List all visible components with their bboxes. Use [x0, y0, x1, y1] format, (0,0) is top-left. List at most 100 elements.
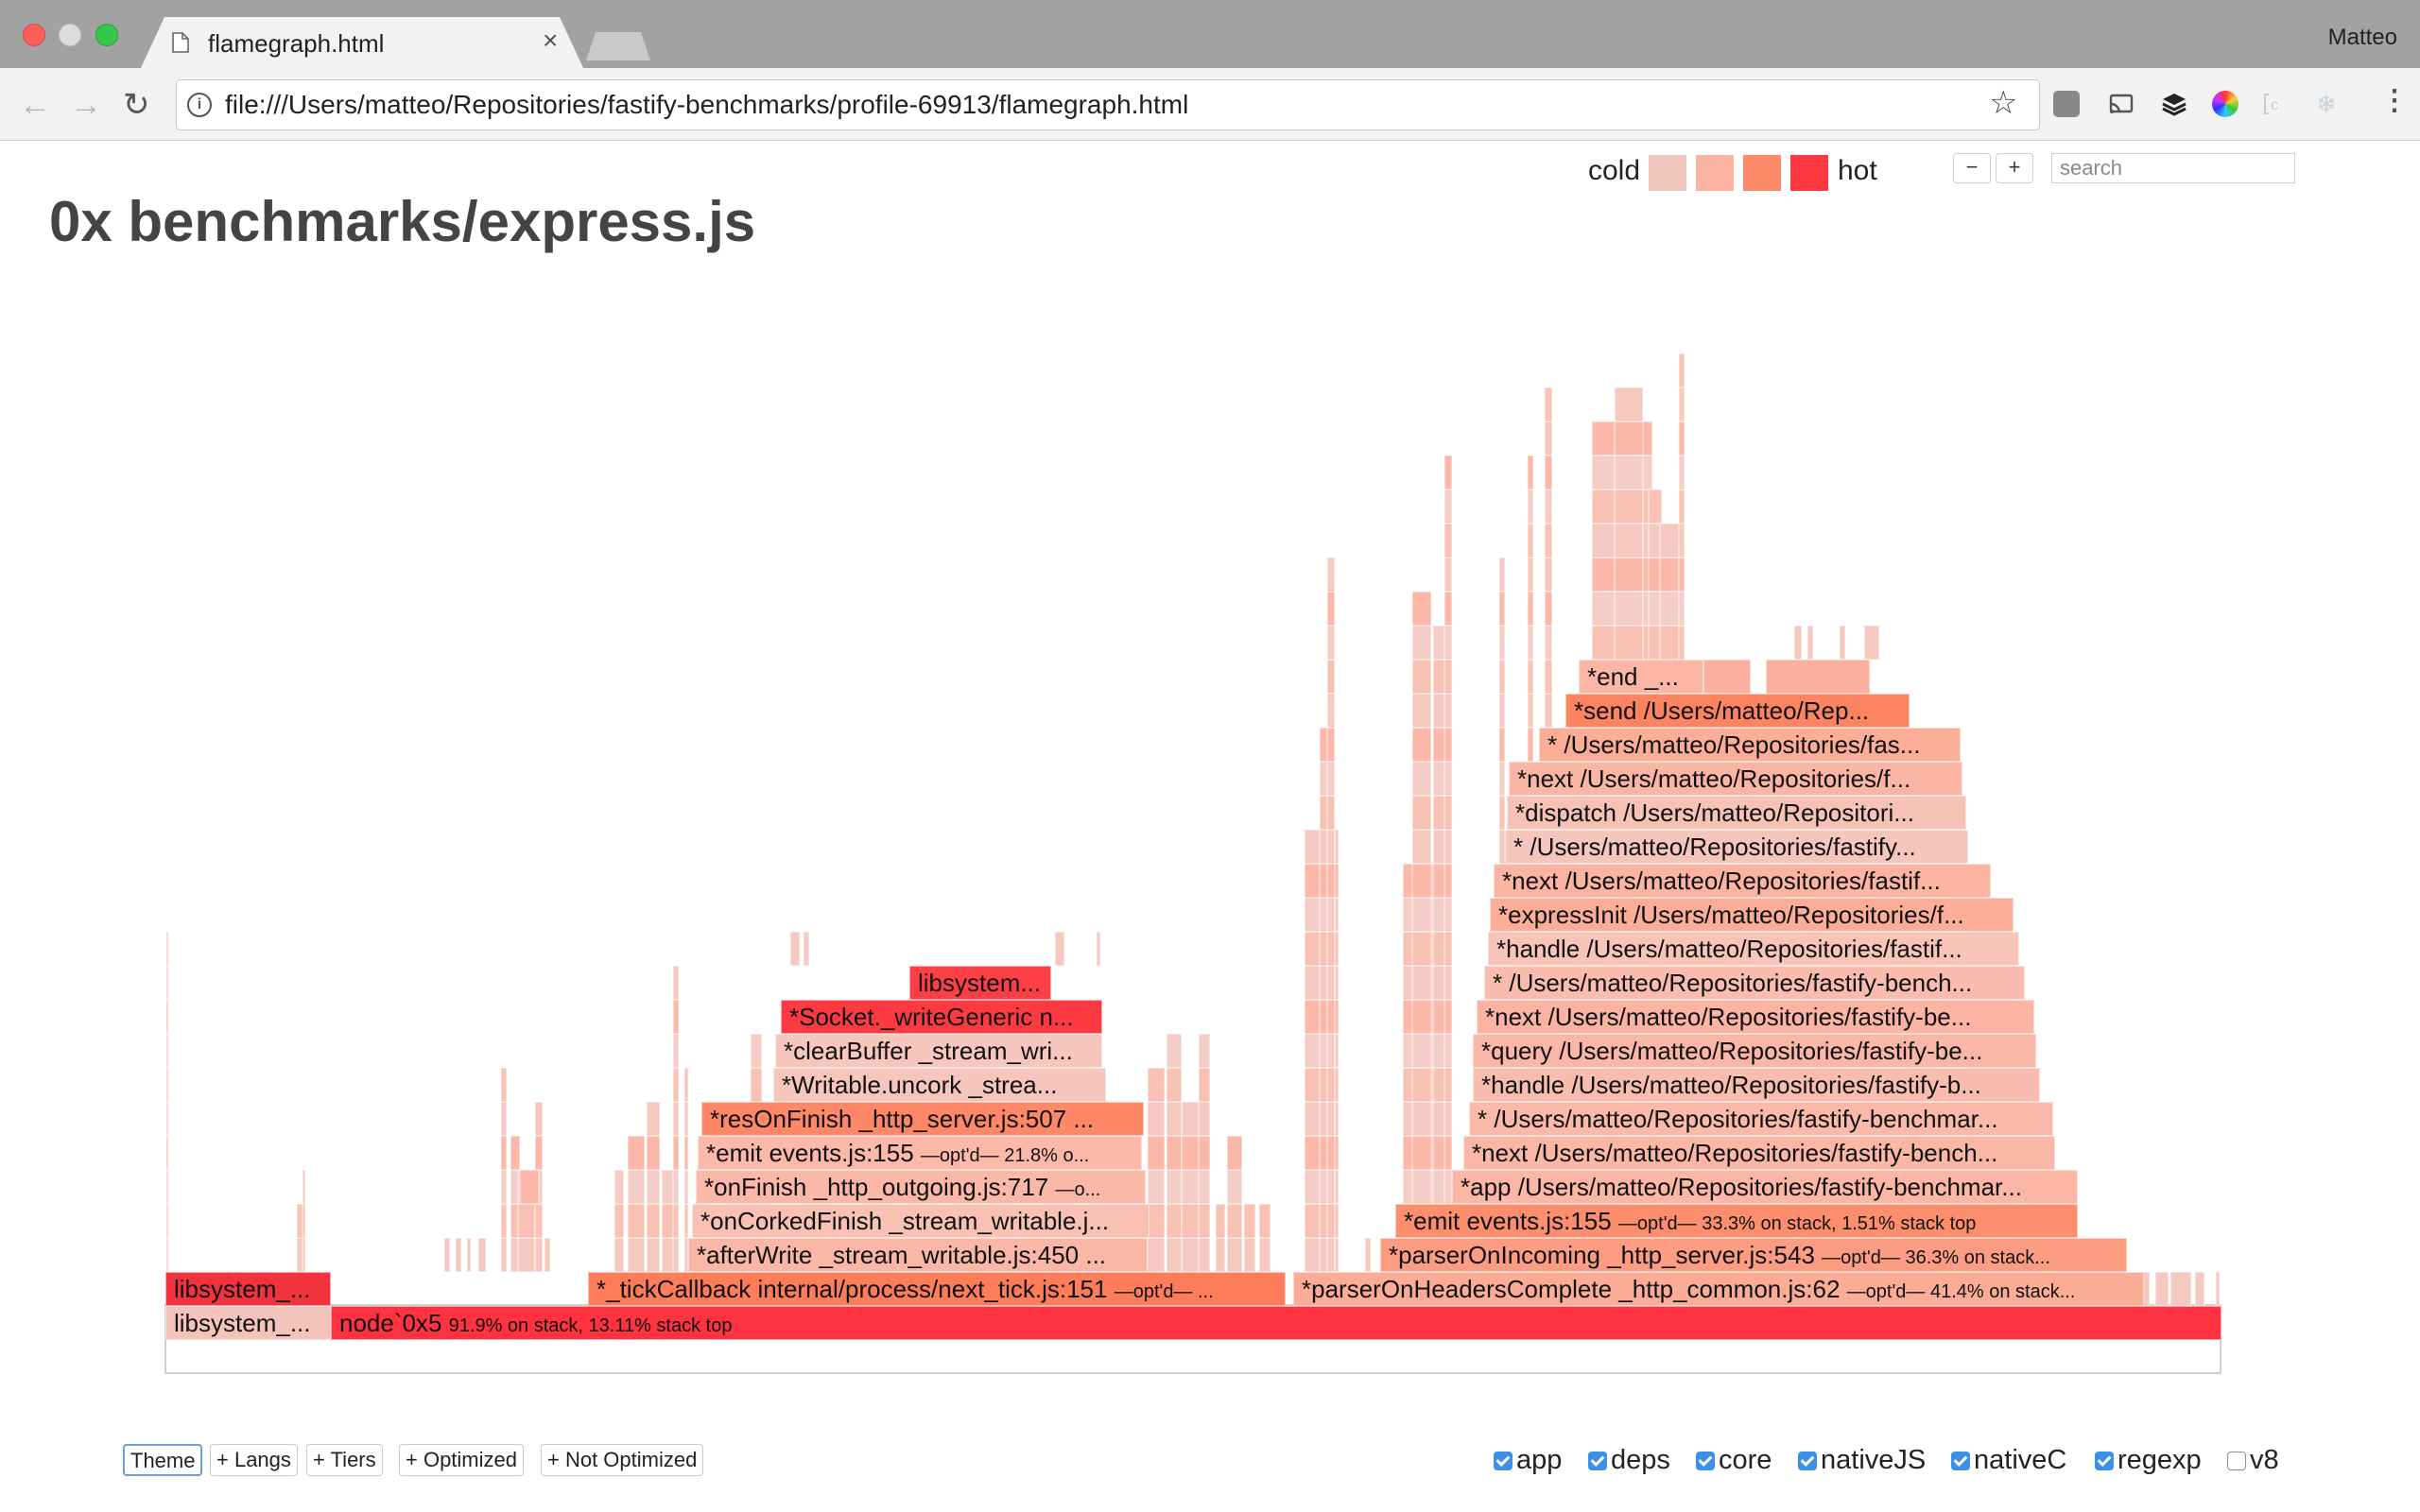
flame-frame[interactable] — [1411, 897, 1432, 933]
forward-icon[interactable]: → — [70, 87, 102, 123]
flame-frame[interactable] — [1304, 829, 1340, 865]
frame-oncorkedfinish[interactable]: *onCorkedFinish _stream_writable.j... — [692, 1204, 1150, 1238]
flame-frame[interactable] — [1326, 1101, 1336, 1137]
flame-frame[interactable] — [1443, 1067, 1453, 1103]
flame-frame[interactable] — [1304, 1237, 1340, 1273]
flame-frame[interactable] — [534, 1101, 544, 1137]
frame-app[interactable]: *app /Users/matteo/Repositories/fastify-… — [1452, 1170, 2078, 1204]
flame-frame[interactable] — [1226, 1135, 1243, 1171]
flame-frame[interactable] — [1443, 489, 1453, 524]
checkbox-checked-icon[interactable] — [2095, 1452, 2114, 1470]
frame-afterwrite[interactable]: *afterWrite _stream_writable.js:450 ... — [688, 1238, 1148, 1272]
filter-v8-checkbox[interactable]: v8 — [2227, 1444, 2279, 1476]
flame-frame[interactable] — [1648, 523, 1663, 558]
flame-frame[interactable] — [672, 999, 680, 1035]
flame-frame[interactable] — [1591, 625, 1653, 661]
flame-frame[interactable] — [646, 1101, 661, 1137]
flame-frame[interactable] — [672, 1169, 680, 1205]
flame-frame[interactable] — [1319, 1203, 1330, 1239]
flame-frame[interactable] — [1498, 795, 1506, 831]
flame-frame[interactable] — [1432, 1135, 1451, 1171]
flame-frame[interactable] — [1443, 1101, 1453, 1137]
frame-send[interactable]: *send /Users/matteo/Rep... — [1565, 694, 1910, 728]
flame-frame[interactable] — [1443, 1033, 1453, 1069]
flame-frame[interactable] — [1326, 1067, 1336, 1103]
flame-frame[interactable] — [614, 1237, 625, 1273]
flame-frame[interactable] — [1614, 387, 1644, 422]
flame-frame[interactable] — [750, 1067, 763, 1103]
flame-frame[interactable] — [1304, 1203, 1340, 1239]
checkbox-checked-icon[interactable] — [1696, 1452, 1715, 1470]
frame-node-root[interactable]: node`0x5 91.9% on stack, 13.11% stack to… — [331, 1306, 2221, 1340]
flame-frame[interactable] — [1181, 1135, 1201, 1171]
flame-frame[interactable] — [1326, 795, 1336, 831]
flame-frame[interactable] — [1304, 1033, 1340, 1069]
flame-frame[interactable] — [1326, 1203, 1336, 1239]
flame-frame[interactable] — [1432, 1169, 1451, 1205]
flame-frame[interactable] — [1226, 1169, 1243, 1205]
flame-frame[interactable] — [165, 965, 169, 1001]
filter-regexp-checkbox[interactable]: regexp — [2095, 1444, 2202, 1476]
flame-frame[interactable] — [646, 1169, 661, 1205]
checkbox-checked-icon[interactable] — [1951, 1452, 1970, 1470]
flame-frame[interactable] — [510, 1135, 521, 1171]
flame-frame[interactable] — [1319, 829, 1330, 865]
flame-frame[interactable] — [500, 1135, 508, 1171]
flame-frame[interactable] — [1678, 489, 1685, 524]
flame-frame[interactable] — [1411, 625, 1432, 661]
flame-frame[interactable] — [1243, 1203, 1256, 1239]
flame-frame[interactable] — [443, 1237, 451, 1273]
flame-frame[interactable] — [1432, 1101, 1451, 1137]
flame-frame[interactable] — [1402, 1135, 1440, 1171]
flame-frame[interactable] — [1319, 1033, 1330, 1069]
zoom-in-button[interactable]: + — [1996, 153, 2033, 183]
frame-emit[interactable]: *emit events.js:155 —opt'd— 21.8% o... — [698, 1136, 1142, 1170]
flame-frame[interactable] — [1326, 965, 1336, 1001]
flame-frame[interactable] — [750, 1033, 763, 1069]
flame-frame[interactable] — [789, 931, 801, 967]
flame-frame[interactable] — [1443, 897, 1453, 933]
flame-frame[interactable] — [165, 1203, 169, 1239]
flame-frame[interactable] — [1166, 1169, 1183, 1205]
checkbox-checked-icon[interactable] — [1494, 1452, 1512, 1470]
flame-frame[interactable] — [1198, 1067, 1211, 1103]
flame-frame[interactable] — [2194, 1271, 2205, 1307]
flame-frame[interactable] — [1648, 489, 1663, 524]
flame-frame[interactable] — [1659, 557, 1680, 593]
flame-frame[interactable] — [1304, 1101, 1340, 1137]
flame-frame[interactable] — [544, 1237, 551, 1273]
flame-frame[interactable] — [1411, 863, 1432, 899]
flame-frame[interactable] — [1544, 591, 1553, 627]
flame-frame[interactable] — [1443, 965, 1453, 1001]
extension-c-icon[interactable]: c — [2263, 91, 2290, 117]
frame-expressinit[interactable]: *expressInit /Users/matteo/Repositories/… — [1490, 898, 2014, 932]
flame-frame[interactable] — [1411, 1135, 1432, 1171]
flame-frame[interactable] — [1527, 557, 1534, 593]
flame-frame[interactable] — [1402, 897, 1440, 933]
flame-frame[interactable] — [1402, 999, 1440, 1035]
flame-frame[interactable] — [1544, 387, 1553, 422]
flame-frame[interactable] — [1319, 727, 1330, 763]
frame-libsystem[interactable]: libsystem_... — [165, 1306, 331, 1340]
flame-frame[interactable] — [1432, 659, 1451, 695]
flame-frame[interactable] — [1443, 863, 1453, 899]
frame-anonymous[interactable]: * /Users/matteo/Repositories/fastify-ben… — [1469, 1102, 2053, 1136]
flame-frame[interactable] — [1226, 1203, 1243, 1239]
flame-frame[interactable] — [1591, 591, 1653, 627]
frame-tickcallback[interactable]: *_tickCallback internal/process/next_tic… — [588, 1272, 1286, 1306]
flame-frame[interactable] — [1544, 693, 1553, 729]
flame-frame[interactable] — [672, 1101, 680, 1137]
flame-frame[interactable] — [1839, 625, 1846, 661]
window-minimize-button[interactable] — [59, 24, 81, 46]
flame-frame[interactable] — [1432, 795, 1451, 831]
flame-frame[interactable] — [1659, 591, 1680, 627]
flame-frame[interactable] — [646, 1203, 661, 1239]
flame-frame[interactable] — [296, 1237, 305, 1273]
flame-frame[interactable] — [661, 1169, 678, 1205]
flame-frame[interactable] — [1326, 931, 1336, 967]
flame-frame[interactable] — [1411, 727, 1432, 763]
flame-frame[interactable] — [1544, 659, 1553, 695]
flame-frame[interactable] — [165, 1135, 169, 1171]
flame-frame[interactable] — [1402, 1067, 1440, 1103]
flame-frame[interactable] — [165, 1033, 169, 1069]
